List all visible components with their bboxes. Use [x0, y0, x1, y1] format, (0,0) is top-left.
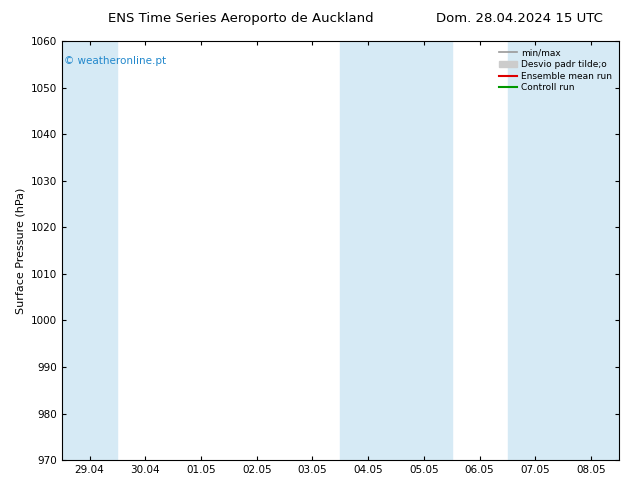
Text: ENS Time Series Aeroporto de Auckland: ENS Time Series Aeroporto de Auckland [108, 12, 373, 25]
Bar [340, 41, 452, 460]
Bar [508, 41, 619, 460]
Bar [61, 41, 117, 460]
Y-axis label: Surface Pressure (hPa): Surface Pressure (hPa) [15, 187, 25, 314]
Legend: min/max, Desvio padr tilde;o, Ensemble mean run, Controll run: min/max, Desvio padr tilde;o, Ensemble m… [496, 46, 614, 95]
Text: Dom. 28.04.2024 15 UTC: Dom. 28.04.2024 15 UTC [436, 12, 604, 25]
Text: © weatheronline.pt: © weatheronline.pt [65, 56, 167, 66]
